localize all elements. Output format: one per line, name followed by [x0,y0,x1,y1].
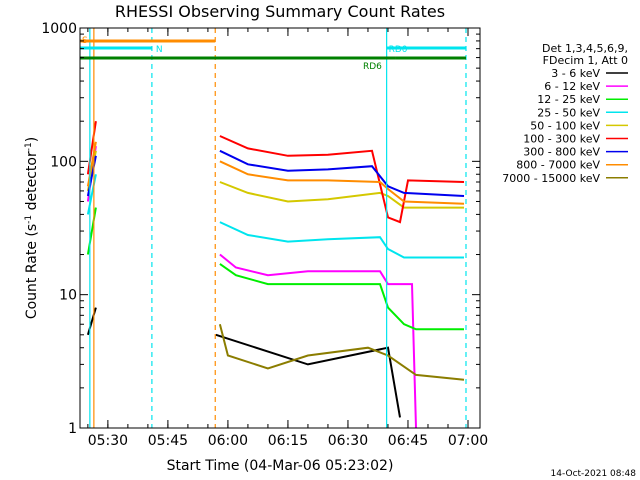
footer-timestamp: 14-Oct-2021 08:48 [551,469,637,479]
flag-label-4: RD0 [389,45,408,55]
y-tick-label-2: 10 [59,288,77,304]
x-tick-label-2: 05:45 [148,433,188,449]
x-tick-label-5: 06:30 [328,433,368,449]
series-4 [86,174,464,259]
series-2 [86,145,417,429]
legend-entry-9: 7000 - 15000 keV [502,172,600,185]
flag-label-5: RD6 [363,62,382,72]
series-line-6-1 [86,121,97,175]
y-axis-label-part: Count Rate (s [24,224,40,319]
axes-frame [79,27,481,429]
series-6 [86,121,465,224]
plot-area [86,28,467,429]
x-tick-label-4: 06:15 [268,433,308,449]
legend-entry-1: 3 - 6 keV [551,67,600,80]
y-axis-label-superscript: -1 [24,142,34,151]
y-axis-label-part: detector [24,151,40,215]
series-3 [86,207,464,331]
x-tick-label-7: 07:00 [448,433,488,449]
y-tick-label-3: 100 [50,154,77,170]
y-tick-label-4: 1000 [41,21,77,37]
series-line-8-1 [86,141,97,187]
series-line-1-1 [86,307,97,336]
legend-entry-2: 6 - 12 keV [544,80,600,93]
legend-header-2: FDecim 1, Att 0 [543,54,628,67]
series-line-2-2 [219,253,417,429]
legend-entry-8: 800 - 7000 keV [516,159,600,172]
series-line-1-2 [215,333,401,418]
series-line-8-2 [219,160,465,205]
series-1 [86,307,401,418]
series-8 [86,141,465,205]
series-7 [86,149,465,197]
series-line-4-2 [219,221,464,259]
series-9 [218,323,465,381]
y-axis-label-superscript: -1 [24,215,34,224]
flag-bars: SNRD0RD6 [80,36,466,72]
series-line-6-2 [219,135,465,224]
x-tick-label-3: 06:00 [208,433,248,449]
chart-title: RHESSI Observing Summary Count Rates [115,2,445,21]
series-line-4-1 [86,174,97,215]
series-line-3-1 [86,207,97,255]
legend: Det 1,3,4,5,6,9,FDecim 1, Att 03 - 6 keV… [502,42,628,185]
legend-entry-4: 25 - 50 keV [537,106,600,119]
flag-label-3: N [156,45,163,55]
y-axis-label-part: ) [24,137,40,142]
series-line-9-1 [218,323,465,381]
series-line-7-2 [219,149,465,197]
legend-entry-5: 50 - 100 keV [530,119,600,132]
legend-header-1: Det 1,3,4,5,6,9, [542,42,628,55]
y-tick-label-1: 1 [68,421,77,437]
x-tick-label-6: 06:45 [388,433,428,449]
series-line-3-2 [219,263,464,331]
legend-entry-7: 300 - 800 keV [523,146,600,159]
series-line-7-1 [86,155,97,197]
legend-entry-3: 12 - 25 keV [537,93,600,106]
axes: 05:30 05:45 06:00 06:15 06:30 06:45 07:00 1 10 10… [41,21,488,449]
x-tick-label-1: 05:30 [88,433,128,449]
legend-entry-6: 100 - 300 keV [523,133,600,146]
x-axis-label: Start Time (04-Mar-06 05:23:02) [167,458,394,474]
y-axis-label: Count Rate (s-1 detector-1) [24,137,40,319]
series-line-5-2 [219,181,464,209]
